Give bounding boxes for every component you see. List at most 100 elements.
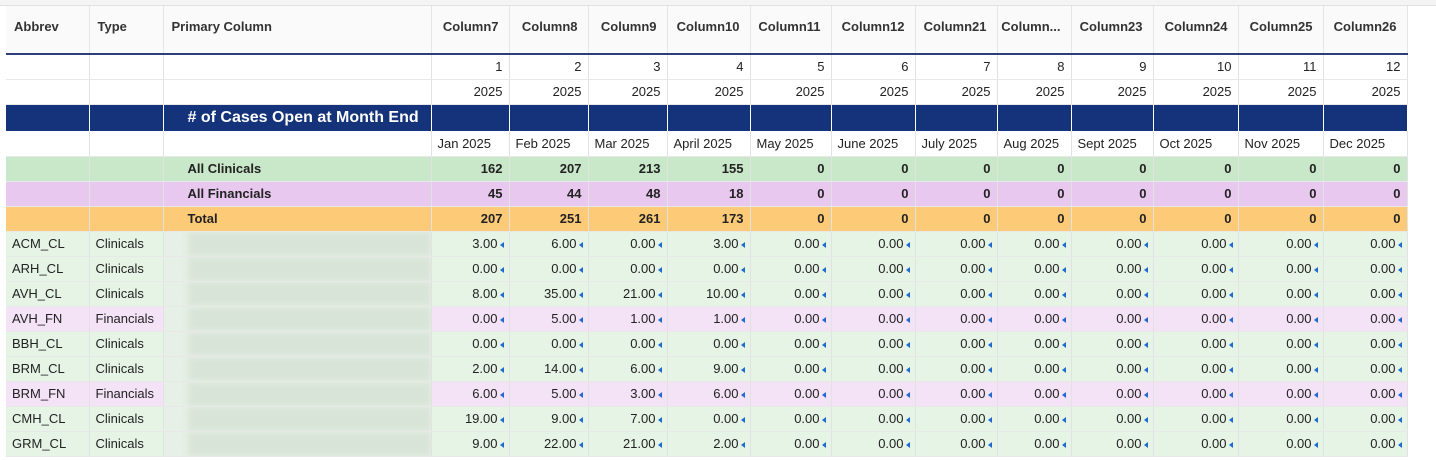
summary-value[interactable]: 0 — [1323, 206, 1408, 232]
value-cell[interactable]: 0.00 — [915, 406, 998, 432]
value-cell[interactable]: 0.00 — [1071, 306, 1154, 332]
summary-value[interactable]: 0 — [1238, 206, 1324, 232]
column-header[interactable]: Column10 — [667, 6, 751, 55]
summary-value[interactable]: 155 — [667, 156, 751, 182]
abbrev-cell[interactable]: BRM_CL — [6, 356, 90, 382]
summary-value[interactable]: 207 — [431, 206, 510, 232]
value-cell[interactable]: 0.00 — [1153, 381, 1239, 407]
column-header[interactable]: Column25 — [1238, 6, 1324, 55]
grid-cell[interactable]: 4 — [667, 54, 751, 80]
value-cell[interactable]: 0.00 — [997, 256, 1072, 282]
table-row[interactable]: AVH_CL Clinicals 8.00 35.00 21.00 10.00 0.00 0.… — [6, 281, 1408, 307]
summary-value[interactable]: 0 — [915, 181, 998, 207]
grid-cell[interactable]: 7 — [915, 54, 998, 80]
grid-cell[interactable]: 2 — [509, 54, 589, 80]
grid-cell[interactable]: 2025 — [750, 79, 832, 105]
value-cell[interactable]: 0.00 — [1153, 356, 1239, 382]
value-cell[interactable]: 14.00 — [509, 356, 589, 382]
summary-value[interactable]: 0 — [1071, 156, 1154, 182]
value-cell[interactable]: 0.00 — [1071, 331, 1154, 357]
value-cell[interactable]: 0.00 — [1071, 381, 1154, 407]
grid-cell[interactable]: 2025 — [831, 79, 916, 105]
value-cell[interactable]: 0.00 — [1153, 281, 1239, 307]
grid-cell[interactable]: 2025 — [1071, 79, 1154, 105]
table-row[interactable]: BBH_CL Clinicals 0.00 0.00 0.00 0.00 0.00 0.00 0… — [6, 331, 1408, 357]
value-cell[interactable]: 6.00 — [431, 381, 510, 407]
grid-cell[interactable]: 2025 — [588, 79, 668, 105]
value-cell[interactable]: 0.00 — [750, 231, 832, 257]
value-cell[interactable]: 0.00 — [1071, 431, 1154, 457]
grid-cell[interactable]: 2025 — [431, 79, 510, 105]
column-header[interactable]: Column9 — [588, 6, 668, 55]
grid-cell[interactable]: 6 — [831, 54, 916, 80]
table-row[interactable]: ARH_CL Clinicals 0.00 0.00 0.00 0.00 0.00 0.00 0… — [6, 256, 1408, 282]
type-cell[interactable]: Clinicals — [89, 356, 164, 382]
grid-cell[interactable]: 3 — [588, 54, 668, 80]
grid-cell[interactable]: 10 — [1153, 54, 1239, 80]
summary-value[interactable]: 162 — [431, 156, 510, 182]
column-header[interactable]: Column24 — [1153, 6, 1239, 55]
grid-cell[interactable]: 12 — [1323, 54, 1408, 80]
value-cell[interactable]: 0.00 — [997, 231, 1072, 257]
value-cell[interactable]: 0.00 — [1238, 231, 1324, 257]
summary-value[interactable]: 0 — [997, 181, 1072, 207]
type-cell[interactable]: Clinicals — [89, 256, 164, 282]
value-cell[interactable]: 0.00 — [831, 231, 916, 257]
value-cell[interactable]: 0.00 — [1323, 356, 1408, 382]
summary-value[interactable]: 45 — [431, 181, 510, 207]
column-header[interactable]: Column21 — [915, 6, 998, 55]
grid-cell[interactable]: 9 — [1071, 54, 1154, 80]
column-header[interactable]: Column8 — [509, 6, 589, 55]
value-cell[interactable]: 0.00 — [667, 406, 751, 432]
value-cell[interactable]: 7.00 — [588, 406, 668, 432]
summary-value[interactable]: 0 — [750, 156, 832, 182]
table-row[interactable]: GRM_CL Clinicals 9.00 22.00 21.00 2.00 0.00 0.0… — [6, 431, 1408, 457]
column-header[interactable]: Column12 — [831, 6, 916, 55]
table-row[interactable]: CMH_CL Clinicals 19.00 9.00 7.00 0.00 0.00 0.00… — [6, 406, 1408, 432]
type-cell[interactable]: Financials — [89, 306, 164, 332]
value-cell[interactable]: 0.00 — [997, 331, 1072, 357]
grid-cell[interactable]: 1 — [431, 54, 510, 80]
grid-cell[interactable]: 2025 — [1323, 79, 1408, 105]
summary-value[interactable]: 0 — [1323, 181, 1408, 207]
value-cell[interactable]: 0.00 — [431, 256, 510, 282]
value-cell[interactable]: 6.00 — [667, 381, 751, 407]
grid-cell[interactable]: 2025 — [1153, 79, 1239, 105]
summary-value[interactable]: 0 — [831, 206, 916, 232]
value-cell[interactable]: 0.00 — [1071, 256, 1154, 282]
summary-value[interactable]: 173 — [667, 206, 751, 232]
grid-cell[interactable]: 2025 — [667, 79, 751, 105]
value-cell[interactable]: 0.00 — [588, 231, 668, 257]
value-cell[interactable]: 0.00 — [915, 431, 998, 457]
summary-value[interactable]: 0 — [915, 206, 998, 232]
value-cell[interactable]: 0.00 — [431, 306, 510, 332]
value-cell[interactable]: 0.00 — [831, 356, 916, 382]
summary-value[interactable]: 0 — [1238, 156, 1324, 182]
column-header[interactable]: Column... — [997, 6, 1072, 55]
abbrev-cell[interactable]: BBH_CL — [6, 331, 90, 357]
value-cell[interactable]: 0.00 — [431, 331, 510, 357]
value-cell[interactable]: 5.00 — [509, 381, 589, 407]
summary-value[interactable]: 0 — [831, 181, 916, 207]
abbrev-cell[interactable]: BRM_FN — [6, 381, 90, 407]
value-cell[interactable]: 0.00 — [831, 331, 916, 357]
column-header[interactable]: Abbrev — [6, 6, 90, 55]
summary-value[interactable]: 207 — [509, 156, 589, 182]
value-cell[interactable]: 0.00 — [1238, 281, 1324, 307]
table-row[interactable]: BRM_FN Financials 6.00 5.00 3.00 6.00 0.00 0.00… — [6, 381, 1408, 407]
value-cell[interactable]: 0.00 — [997, 406, 1072, 432]
value-cell[interactable]: 0.00 — [915, 256, 998, 282]
type-cell[interactable]: Financials — [89, 381, 164, 407]
value-cell[interactable]: 0.00 — [1153, 431, 1239, 457]
summary-value[interactable]: 0 — [1153, 181, 1239, 207]
value-cell[interactable]: 0.00 — [667, 256, 751, 282]
summary-value[interactable]: 0 — [831, 156, 916, 182]
value-cell[interactable]: 0.00 — [997, 306, 1072, 332]
value-cell[interactable]: 0.00 — [750, 306, 832, 332]
type-cell[interactable]: Clinicals — [89, 281, 164, 307]
value-cell[interactable]: 0.00 — [1153, 331, 1239, 357]
value-cell[interactable]: 0.00 — [1323, 281, 1408, 307]
summary-value[interactable]: 0 — [750, 206, 832, 232]
column-header[interactable]: Primary Column — [163, 6, 432, 55]
value-cell[interactable]: 0.00 — [997, 431, 1072, 457]
